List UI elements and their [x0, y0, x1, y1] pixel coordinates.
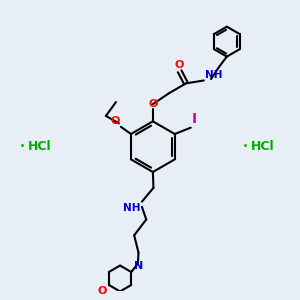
Text: NH: NH [205, 70, 222, 80]
Text: ·: · [18, 137, 26, 157]
Text: O: O [110, 116, 119, 126]
Text: O: O [97, 286, 106, 296]
Text: I: I [192, 112, 197, 126]
Text: O: O [148, 99, 158, 109]
Text: N: N [134, 261, 143, 271]
Text: ·: · [242, 137, 248, 157]
Text: NH: NH [123, 203, 140, 213]
Text: HCl: HCl [250, 140, 274, 153]
Text: O: O [174, 60, 184, 70]
Text: HCl: HCl [27, 140, 51, 153]
